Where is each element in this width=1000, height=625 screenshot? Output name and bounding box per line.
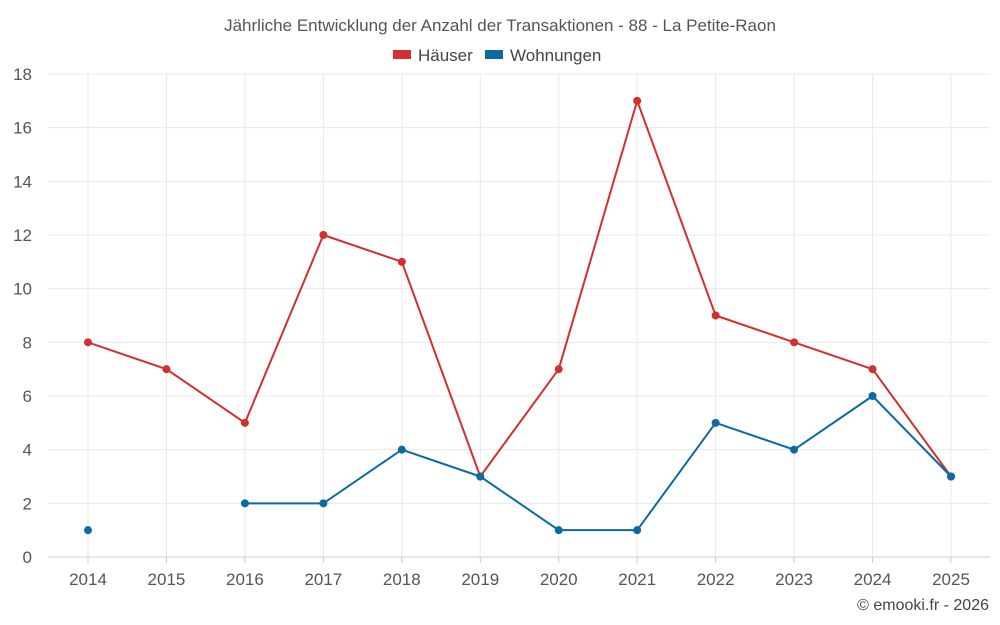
data-point-haeuser[interactable] [319,231,328,239]
data-point-wohnungen[interactable] [397,445,406,454]
data-point-haeuser[interactable] [554,365,563,374]
data-point-haeuser[interactable] [397,257,406,266]
x-tick-label: 2022 [697,570,735,589]
data-point-haeuser[interactable] [711,311,720,320]
x-tick-label: 2023 [775,570,813,589]
data-point-wohnungen[interactable] [633,526,642,535]
data-point-haeuser[interactable] [868,365,877,374]
x-tick-label: 2020 [540,570,578,589]
y-tick-label: 2 [23,494,32,513]
grid [48,73,990,558]
legend-label-haeuser: Häuser [418,46,473,65]
x-tick-label: 2024 [854,570,892,589]
data-point-haeuser[interactable] [162,365,171,374]
legend-item-haeuser[interactable]: Häuser [393,46,473,65]
x-tick-label: 2014 [69,570,107,589]
data-point-wohnungen[interactable] [711,418,720,427]
x-tick-label: 2021 [618,570,656,589]
data-point-wohnungen[interactable] [554,526,563,535]
y-tick-label: 16 [13,119,32,138]
data-point-haeuser[interactable] [240,418,249,427]
data-point-wohnungen[interactable] [84,526,92,535]
data-point-wohnungen[interactable] [240,499,249,508]
y-tick-label: 0 [23,548,32,567]
chart-title: Jährliche Entwicklung der Anzahl der Tra… [224,16,776,35]
series-line-haeuser [87,99,952,478]
y-tick-label: 10 [13,280,32,299]
legend-item-wohnungen[interactable]: Wohnungen [485,46,601,65]
legend: Häuser Wohnungen [393,46,601,65]
x-tick-label: 2017 [304,570,342,589]
data-point-haeuser[interactable] [633,96,642,105]
y-tick-label: 8 [23,333,32,352]
x-tick-label: 2016 [226,570,264,589]
y-tick-label: 18 [13,65,32,84]
x-tick-label: 2018 [383,570,421,589]
series-wohnungen [84,392,955,535]
data-point-wohnungen[interactable] [868,392,877,400]
y-tick-label: 14 [13,172,32,191]
legend-label-wohnungen: Wohnungen [510,46,601,65]
x-tick-label: 2019 [461,570,499,589]
data-point-haeuser[interactable] [84,338,92,347]
legend-swatch-haeuser [393,50,411,59]
x-axis: 2014 2015 2016 2017 2018 2019 2020 2021 2022 2023… [69,557,970,589]
data-point-wohnungen[interactable] [790,445,799,454]
y-tick-label: 12 [13,226,32,245]
y-axis: 0 2 4 6 8 10 12 14 16 18 [13,65,32,567]
data-point-haeuser[interactable] [790,338,799,347]
series-line-wohnungen [244,395,952,532]
y-tick-label: 6 [23,387,32,406]
x-tick-label: 2015 [148,570,186,589]
series [84,96,955,535]
data-point-wohnungen[interactable] [476,472,485,481]
credit: © emooki.fr - 2026 [857,597,989,614]
data-point-wohnungen[interactable] [947,472,955,481]
x-tick-label: 2025 [932,570,970,589]
data-point-wohnungen[interactable] [319,499,328,508]
y-tick-label: 4 [23,441,32,460]
legend-swatch-wohnungen [485,50,503,59]
